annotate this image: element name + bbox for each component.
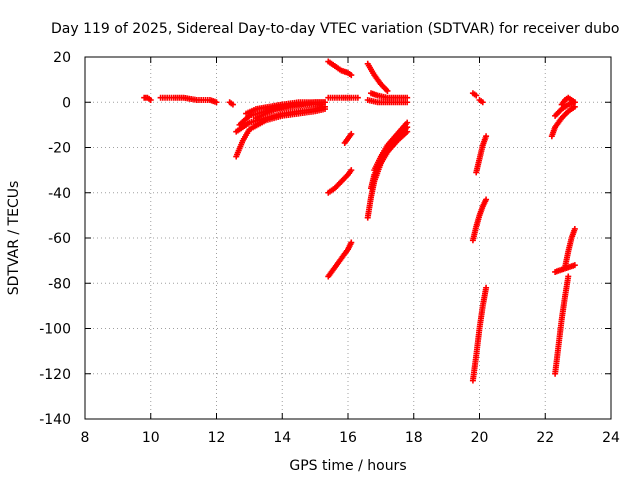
series-arc-18 (368, 124, 411, 192)
series-arc-08 (252, 101, 325, 122)
axis-ticks: 8 10 12 14 16 18 20 22 24 -140 -120 -100 -80 -60 -40 -2… (39, 50, 620, 446)
x-axis-title: GPS time / hours (289, 458, 406, 474)
y-tick-label: -120 (39, 367, 71, 383)
series-arc-02 (157, 94, 220, 106)
data-point (404, 99, 411, 106)
data-point (384, 87, 391, 94)
y-tick-label: 20 (53, 50, 71, 66)
data-point (483, 196, 490, 203)
y-tick-label: -20 (48, 141, 71, 157)
grid-layer (85, 57, 611, 419)
y-tick-label: -100 (39, 322, 71, 338)
series-arc-28 (561, 225, 578, 271)
series-arc-23 (469, 196, 490, 244)
data-point (571, 262, 578, 269)
series-arc-14 (364, 60, 391, 94)
x-tick-label: 8 (81, 430, 90, 446)
y-axis-title: SDTVAR / TECUs (6, 181, 22, 296)
data-point (213, 99, 220, 106)
series-arc-22 (473, 133, 490, 176)
data-point (318, 101, 325, 108)
series-arc-27 (558, 94, 578, 108)
series-arc-24 (469, 284, 490, 384)
series-arc-21 (476, 96, 486, 106)
series-arc-09 (325, 58, 355, 79)
x-tick-label: 16 (339, 430, 357, 446)
series-arc-30 (552, 273, 572, 377)
x-tick-label: 12 (208, 430, 226, 446)
data-point (348, 167, 355, 174)
data-point (571, 99, 578, 106)
data-point (348, 72, 355, 79)
series-arc-16 (364, 96, 411, 106)
x-tick-label: 24 (602, 430, 620, 446)
series-arc-19 (371, 119, 411, 174)
data-point (483, 133, 490, 140)
data-point (571, 225, 578, 232)
series-arc-01 (141, 94, 154, 103)
y-tick-label: -80 (48, 276, 71, 292)
data-point (229, 101, 236, 108)
x-tick-label: 18 (405, 430, 423, 446)
series-arc-20 (469, 90, 480, 99)
series-arc-29 (552, 262, 578, 275)
x-tick-label: 10 (142, 430, 160, 446)
x-tick-label: 20 (471, 430, 489, 446)
x-tick-label: 14 (273, 430, 291, 446)
data-point (483, 284, 490, 291)
data-point (479, 99, 486, 106)
data-point (348, 130, 355, 137)
y-tick-label: -140 (39, 412, 71, 428)
y-tick-label: -40 (48, 186, 71, 202)
data-point (354, 94, 361, 101)
series-arc-13 (341, 130, 355, 146)
data-points (141, 58, 578, 384)
series-arc-03 (226, 99, 236, 108)
data-point (565, 273, 572, 280)
data-point (147, 96, 154, 103)
x-tick-label: 22 (536, 430, 554, 446)
series-arc-10 (325, 94, 361, 101)
data-point (321, 99, 328, 106)
y-tick-label: -60 (48, 231, 71, 247)
data-point (473, 92, 480, 99)
series-arc-11 (325, 167, 355, 196)
y-tick-label: 0 (62, 95, 71, 111)
chart-title: Day 119 of 2025, Sidereal Day-to-day VTE… (51, 21, 619, 37)
series-arc-12 (325, 239, 355, 280)
data-point (404, 119, 411, 126)
data-point (348, 239, 355, 246)
series-arc-25 (548, 103, 578, 140)
